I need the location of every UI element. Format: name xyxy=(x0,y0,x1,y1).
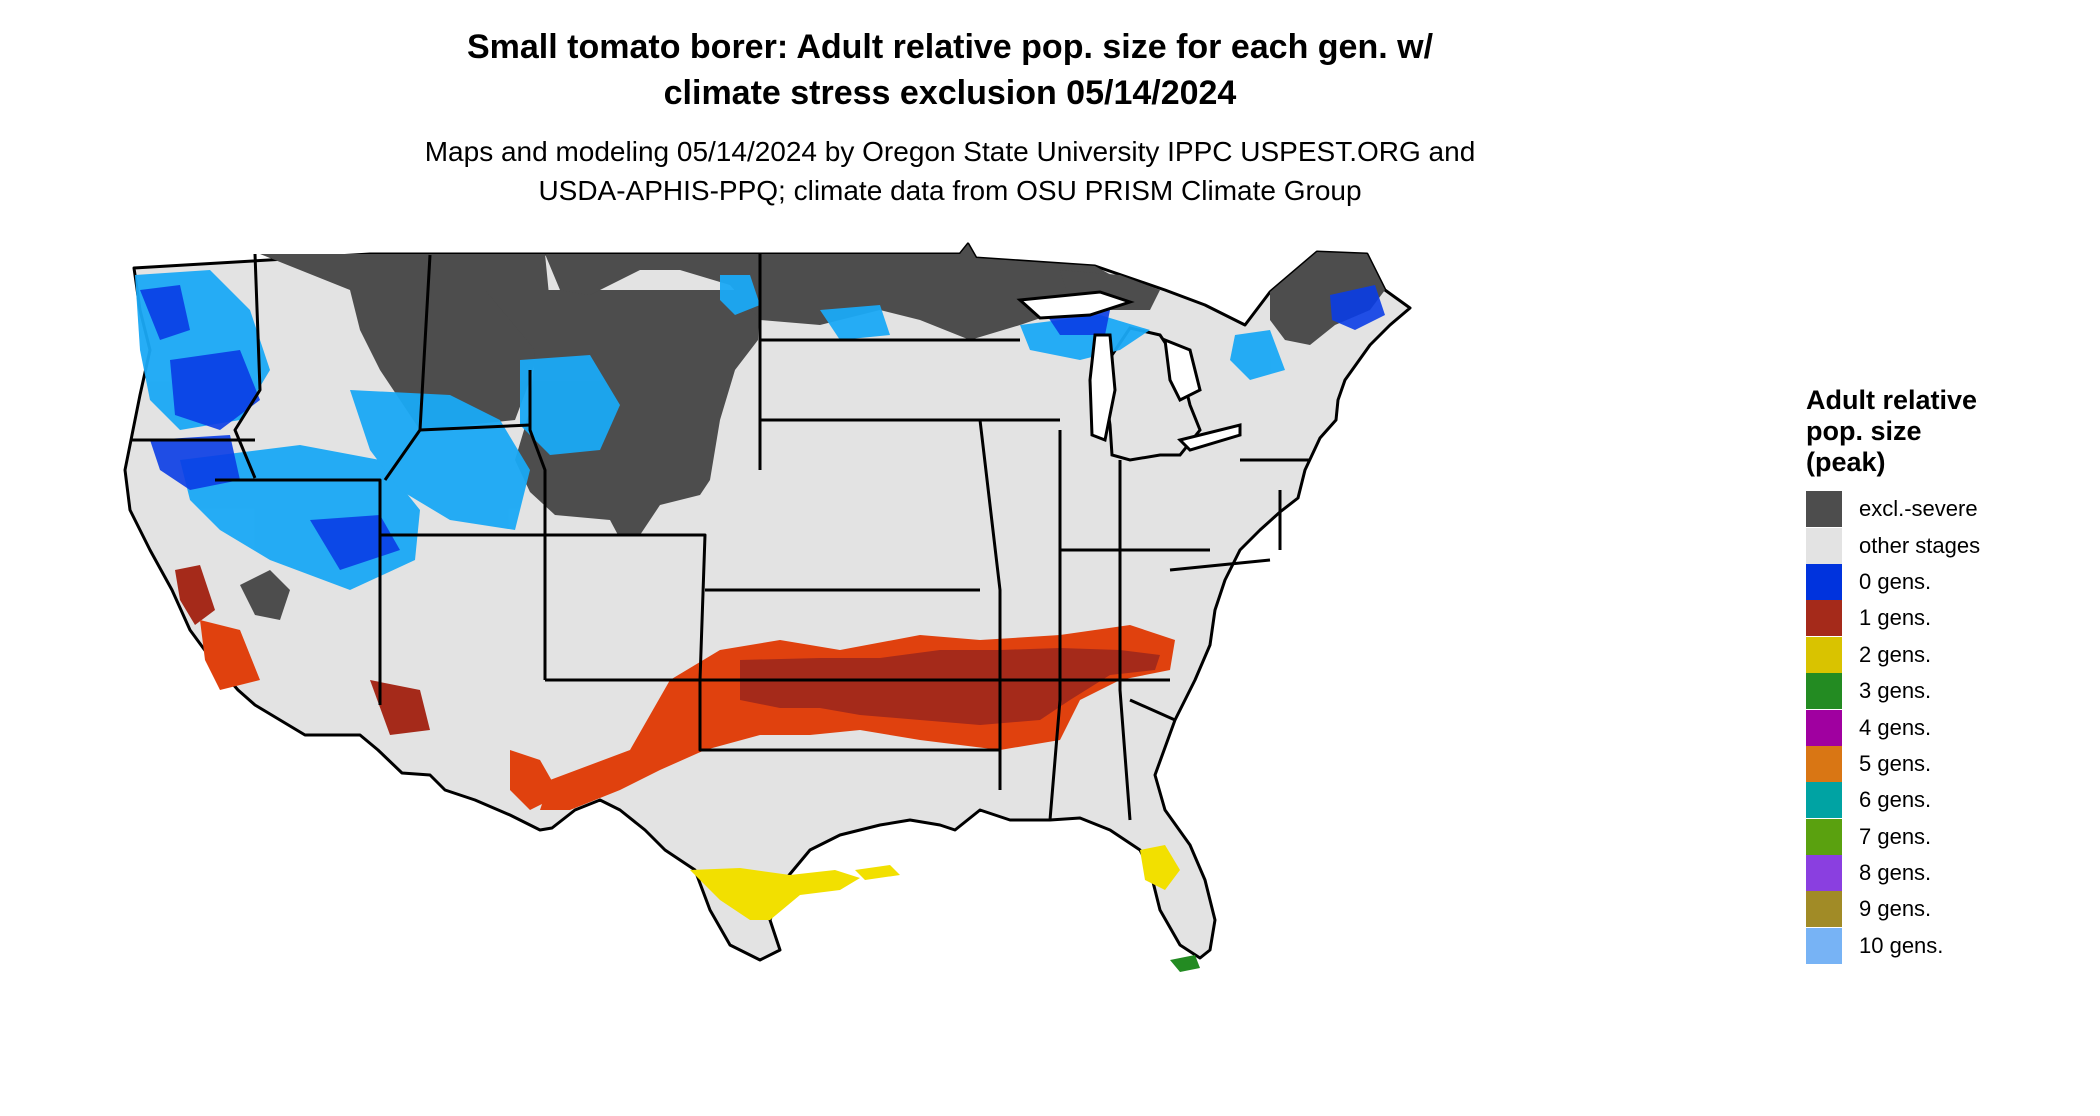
legend-swatch xyxy=(1806,782,1842,819)
chart-subtitle-line-1: Maps and modeling 05/14/2024 by Oregon S… xyxy=(424,136,1476,167)
legend-swatch xyxy=(1806,891,1842,928)
legend-swatch xyxy=(1806,673,1842,710)
legend-swatch xyxy=(1806,709,1842,746)
legend-label: 2 gens. xyxy=(1859,641,1932,667)
legend-item: 8 gens. xyxy=(1806,855,2086,892)
legend-title-line: Adult relative xyxy=(1806,385,1978,415)
legend-item: excl.-severe xyxy=(1806,491,2086,528)
legend-label: 4 gens. xyxy=(1859,714,1932,740)
two-gen-zones xyxy=(690,845,1180,920)
legend-label: 0 gens. xyxy=(1859,568,1932,594)
great-lakes xyxy=(1016,290,1242,452)
legend-title-line: pop. size xyxy=(1806,416,1922,446)
exclusion-zones xyxy=(240,244,1385,620)
one-gen-band xyxy=(175,565,1175,810)
legend-item: 7 gens. xyxy=(1806,818,2086,855)
legend-swatch xyxy=(1806,818,1842,855)
legend-label: 8 gens. xyxy=(1859,860,1932,886)
lake-michigan xyxy=(1088,333,1117,443)
legend-item: 0 gens. xyxy=(1806,563,2086,600)
legend-label: 1 gens. xyxy=(1859,605,1932,631)
legend-label: 5 gens. xyxy=(1859,750,1932,776)
legend-label: 6 gens. xyxy=(1859,787,1932,813)
legend-item: 3 gens. xyxy=(1806,673,2086,710)
state-borders xyxy=(130,253,1310,821)
lake-superior xyxy=(1016,290,1135,320)
lake-huron xyxy=(1163,337,1202,403)
legend-item: 2 gens. xyxy=(1806,636,2086,673)
legend-item: 10 gens. xyxy=(1806,927,2086,964)
legend-item: other stages xyxy=(1806,527,2086,564)
legend-items: excl.-severe other stages 0 gens. 1 gens. 2 … xyxy=(1806,491,2086,964)
legend-swatch xyxy=(1806,600,1842,637)
legend-item: 1 gens. xyxy=(1806,600,2086,637)
legend-swatch xyxy=(1806,855,1842,892)
legend-item: 6 gens. xyxy=(1806,782,2086,819)
legend-title-line: (peak) xyxy=(1806,447,1886,477)
legend-item: 4 gens. xyxy=(1806,709,2086,746)
chart-title-line-1: Small tomato borer: Adult relative pop. … xyxy=(466,28,1434,66)
legend-label: other stages xyxy=(1859,532,1981,558)
legend-label: 10 gens. xyxy=(1859,932,1944,958)
legend-label: 9 gens. xyxy=(1859,896,1932,922)
legend-swatch xyxy=(1806,527,1842,564)
legend-title: Adult relative pop. size (peak) xyxy=(1806,385,2086,478)
three-gen-zones xyxy=(1170,955,1200,972)
us-land xyxy=(123,242,1412,962)
legend-swatch xyxy=(1806,745,1842,782)
chart-subtitle-line-2: USDA-APHIS-PPQ; climate data from OSU PR… xyxy=(538,175,1362,206)
legend-swatch xyxy=(1806,927,1842,964)
title-block: Small tomato borer: Adult relative pop. … xyxy=(0,24,1900,210)
legend-swatch xyxy=(1806,563,1842,600)
legend-label: 3 gens. xyxy=(1859,678,1932,704)
legend-item: 9 gens. xyxy=(1806,891,2086,928)
legend-item: 5 gens. xyxy=(1806,745,2086,782)
lake-erie xyxy=(1177,423,1242,452)
map-legend: Adult relative pop. size (peak) excl.-se… xyxy=(1806,385,2086,964)
legend-label: excl.-severe xyxy=(1859,496,1978,522)
legend-swatch xyxy=(1806,636,1842,673)
us-map xyxy=(123,242,1412,972)
legend-swatch xyxy=(1806,491,1842,528)
legend-label: 7 gens. xyxy=(1859,823,1932,849)
chart-title-line-2: climate stress exclusion 05/14/2024 xyxy=(663,74,1237,112)
